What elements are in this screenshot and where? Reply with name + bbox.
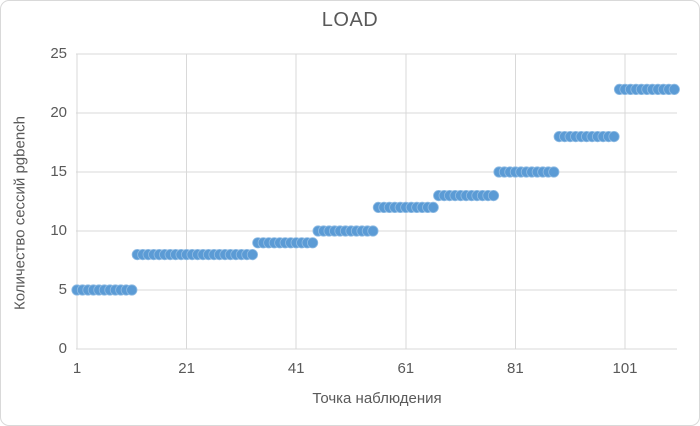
data-point (427, 201, 439, 213)
x-tick-label: 81 (507, 360, 524, 377)
data-points (71, 83, 680, 296)
x-tick-label: 61 (397, 360, 415, 377)
x-tick-label: 41 (287, 360, 305, 377)
x-tick-label: 101 (612, 360, 638, 377)
data-point (548, 166, 560, 178)
y-tick-label: 0 (58, 340, 67, 357)
data-point (126, 284, 138, 296)
data-point (367, 225, 379, 237)
data-point (306, 237, 319, 249)
data-point (487, 190, 500, 202)
y-tick-label: 15 (50, 163, 67, 180)
x-tick-label: 1 (72, 360, 82, 377)
y-axis-title: Количество сессий pgbench (11, 115, 29, 311)
chart-title: LOAD (321, 9, 379, 31)
data-point (246, 249, 258, 261)
data-point (608, 131, 620, 143)
x-axis-title: Точка наблюдения (312, 390, 442, 407)
y-tick-label: 10 (50, 222, 67, 239)
y-tick-label: 25 (50, 45, 67, 62)
data-point (668, 83, 680, 96)
x-tick-label: 21 (178, 360, 195, 377)
y-tick-label: 5 (58, 281, 67, 298)
gridlines (76, 53, 677, 350)
y-tick-label: 20 (50, 104, 67, 121)
